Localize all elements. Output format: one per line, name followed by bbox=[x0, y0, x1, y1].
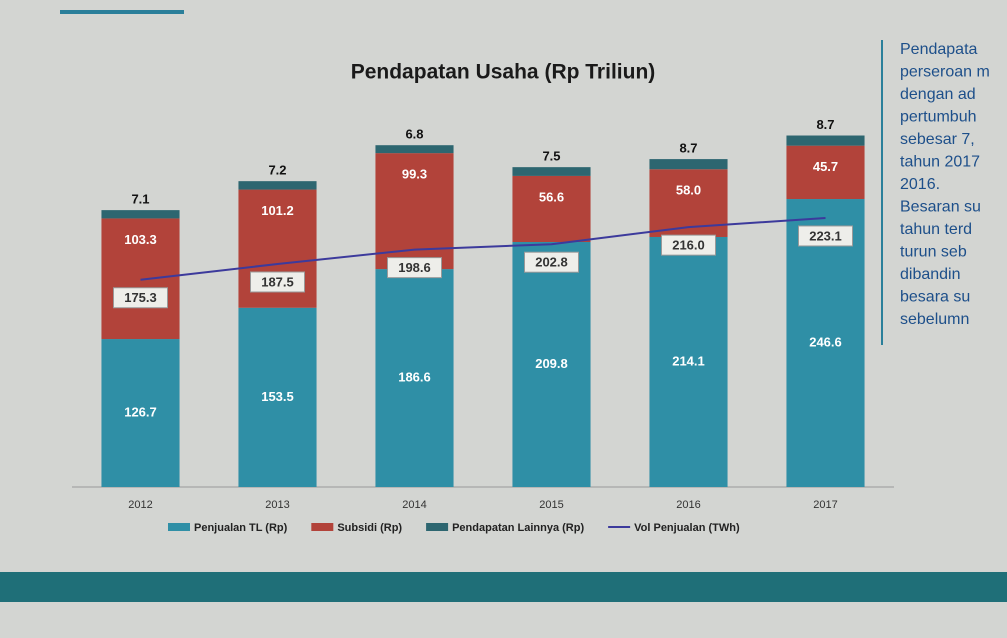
data-label: 186.6 bbox=[398, 369, 431, 384]
label-box bbox=[661, 234, 716, 256]
data-label: 223.1 bbox=[809, 228, 842, 243]
bar-segment bbox=[786, 145, 865, 200]
bar-segment bbox=[375, 269, 454, 487]
side-text-line: dibandin bbox=[900, 266, 961, 283]
bar-segment bbox=[649, 236, 728, 487]
data-label: 126.7 bbox=[124, 404, 157, 419]
legend-label: Penjualan TL (Rp) bbox=[194, 522, 288, 534]
data-label: 153.5 bbox=[261, 389, 294, 404]
x-tick-label: 2015 bbox=[539, 499, 563, 511]
side-text-line: Pendapata bbox=[900, 41, 978, 58]
top-accent bbox=[60, 10, 184, 14]
data-label: 6.8 bbox=[405, 127, 423, 142]
legend-swatch bbox=[426, 523, 449, 531]
data-label: 214.1 bbox=[672, 353, 705, 368]
data-label: 7.1 bbox=[131, 192, 149, 207]
x-tick-label: 2016 bbox=[676, 499, 700, 511]
side-text-line: 2016. bbox=[900, 176, 940, 193]
line-series bbox=[140, 216, 826, 281]
side-text-line: sebesar 7, bbox=[900, 131, 975, 148]
data-label: 103.3 bbox=[124, 232, 157, 247]
bar-segment bbox=[786, 199, 865, 487]
bar-segment bbox=[512, 167, 591, 176]
legend-label: Pendapatan Lainnya (Rp) bbox=[452, 522, 584, 534]
label-box bbox=[387, 257, 442, 279]
legend-label: Subsidi (Rp) bbox=[337, 522, 402, 534]
data-label: 216.0 bbox=[672, 238, 705, 253]
side-text-line: besara su bbox=[900, 289, 970, 306]
bar-segment bbox=[375, 145, 454, 154]
label-box bbox=[113, 287, 168, 309]
side-text-line: dengan ad bbox=[900, 86, 976, 103]
bar-segment bbox=[101, 218, 180, 340]
chart-title: Pendapatan Usaha (Rp Triliun) bbox=[351, 61, 656, 84]
data-label: 99.3 bbox=[402, 167, 427, 182]
data-label: 202.8 bbox=[535, 255, 568, 270]
bottom-band bbox=[0, 572, 1007, 602]
bar-segment bbox=[512, 175, 591, 243]
data-label: 7.2 bbox=[268, 163, 286, 178]
data-label: 198.6 bbox=[398, 260, 431, 275]
side-text-line: turun seb bbox=[900, 244, 967, 261]
data-label: 45.7 bbox=[813, 159, 838, 174]
data-label: 101.2 bbox=[261, 203, 294, 218]
data-label: 209.8 bbox=[535, 356, 568, 371]
bar-segment bbox=[101, 210, 180, 219]
x-tick-label: 2012 bbox=[128, 499, 152, 511]
bar-segment bbox=[238, 307, 317, 487]
bar-segment bbox=[512, 242, 591, 487]
legend-swatch bbox=[168, 523, 190, 531]
label-box bbox=[798, 225, 853, 247]
data-label: 58.0 bbox=[676, 183, 701, 198]
side-text-line: pertumbuh bbox=[900, 109, 977, 126]
legend-swatch bbox=[311, 523, 334, 531]
bar-segment bbox=[238, 181, 317, 190]
data-label: 8.7 bbox=[816, 117, 834, 132]
side-text-line: Besaran su bbox=[900, 199, 981, 216]
data-label: 175.3 bbox=[124, 290, 157, 305]
label-box bbox=[524, 251, 579, 273]
side-text-line: perseroan m bbox=[900, 64, 990, 81]
x-tick-label: 2013 bbox=[265, 499, 289, 511]
side-text-line: tahun terd bbox=[900, 221, 972, 238]
data-label: 246.6 bbox=[809, 334, 842, 349]
data-label: 7.5 bbox=[542, 149, 560, 164]
x-tick-label: 2017 bbox=[813, 499, 837, 511]
bar-segment bbox=[786, 135, 865, 146]
x-tick-label: 2014 bbox=[402, 499, 426, 511]
bar-segment bbox=[649, 159, 728, 170]
bar-segment bbox=[101, 339, 180, 487]
side-text-line: sebelumn bbox=[900, 311, 969, 328]
data-label: 56.6 bbox=[539, 189, 564, 204]
data-label: 8.7 bbox=[679, 141, 697, 156]
legend-label: Vol Penjualan (TWh) bbox=[634, 522, 740, 534]
data-label: 187.5 bbox=[261, 274, 294, 289]
side-text-line: tahun 2017 bbox=[900, 154, 980, 171]
label-box bbox=[250, 271, 305, 293]
